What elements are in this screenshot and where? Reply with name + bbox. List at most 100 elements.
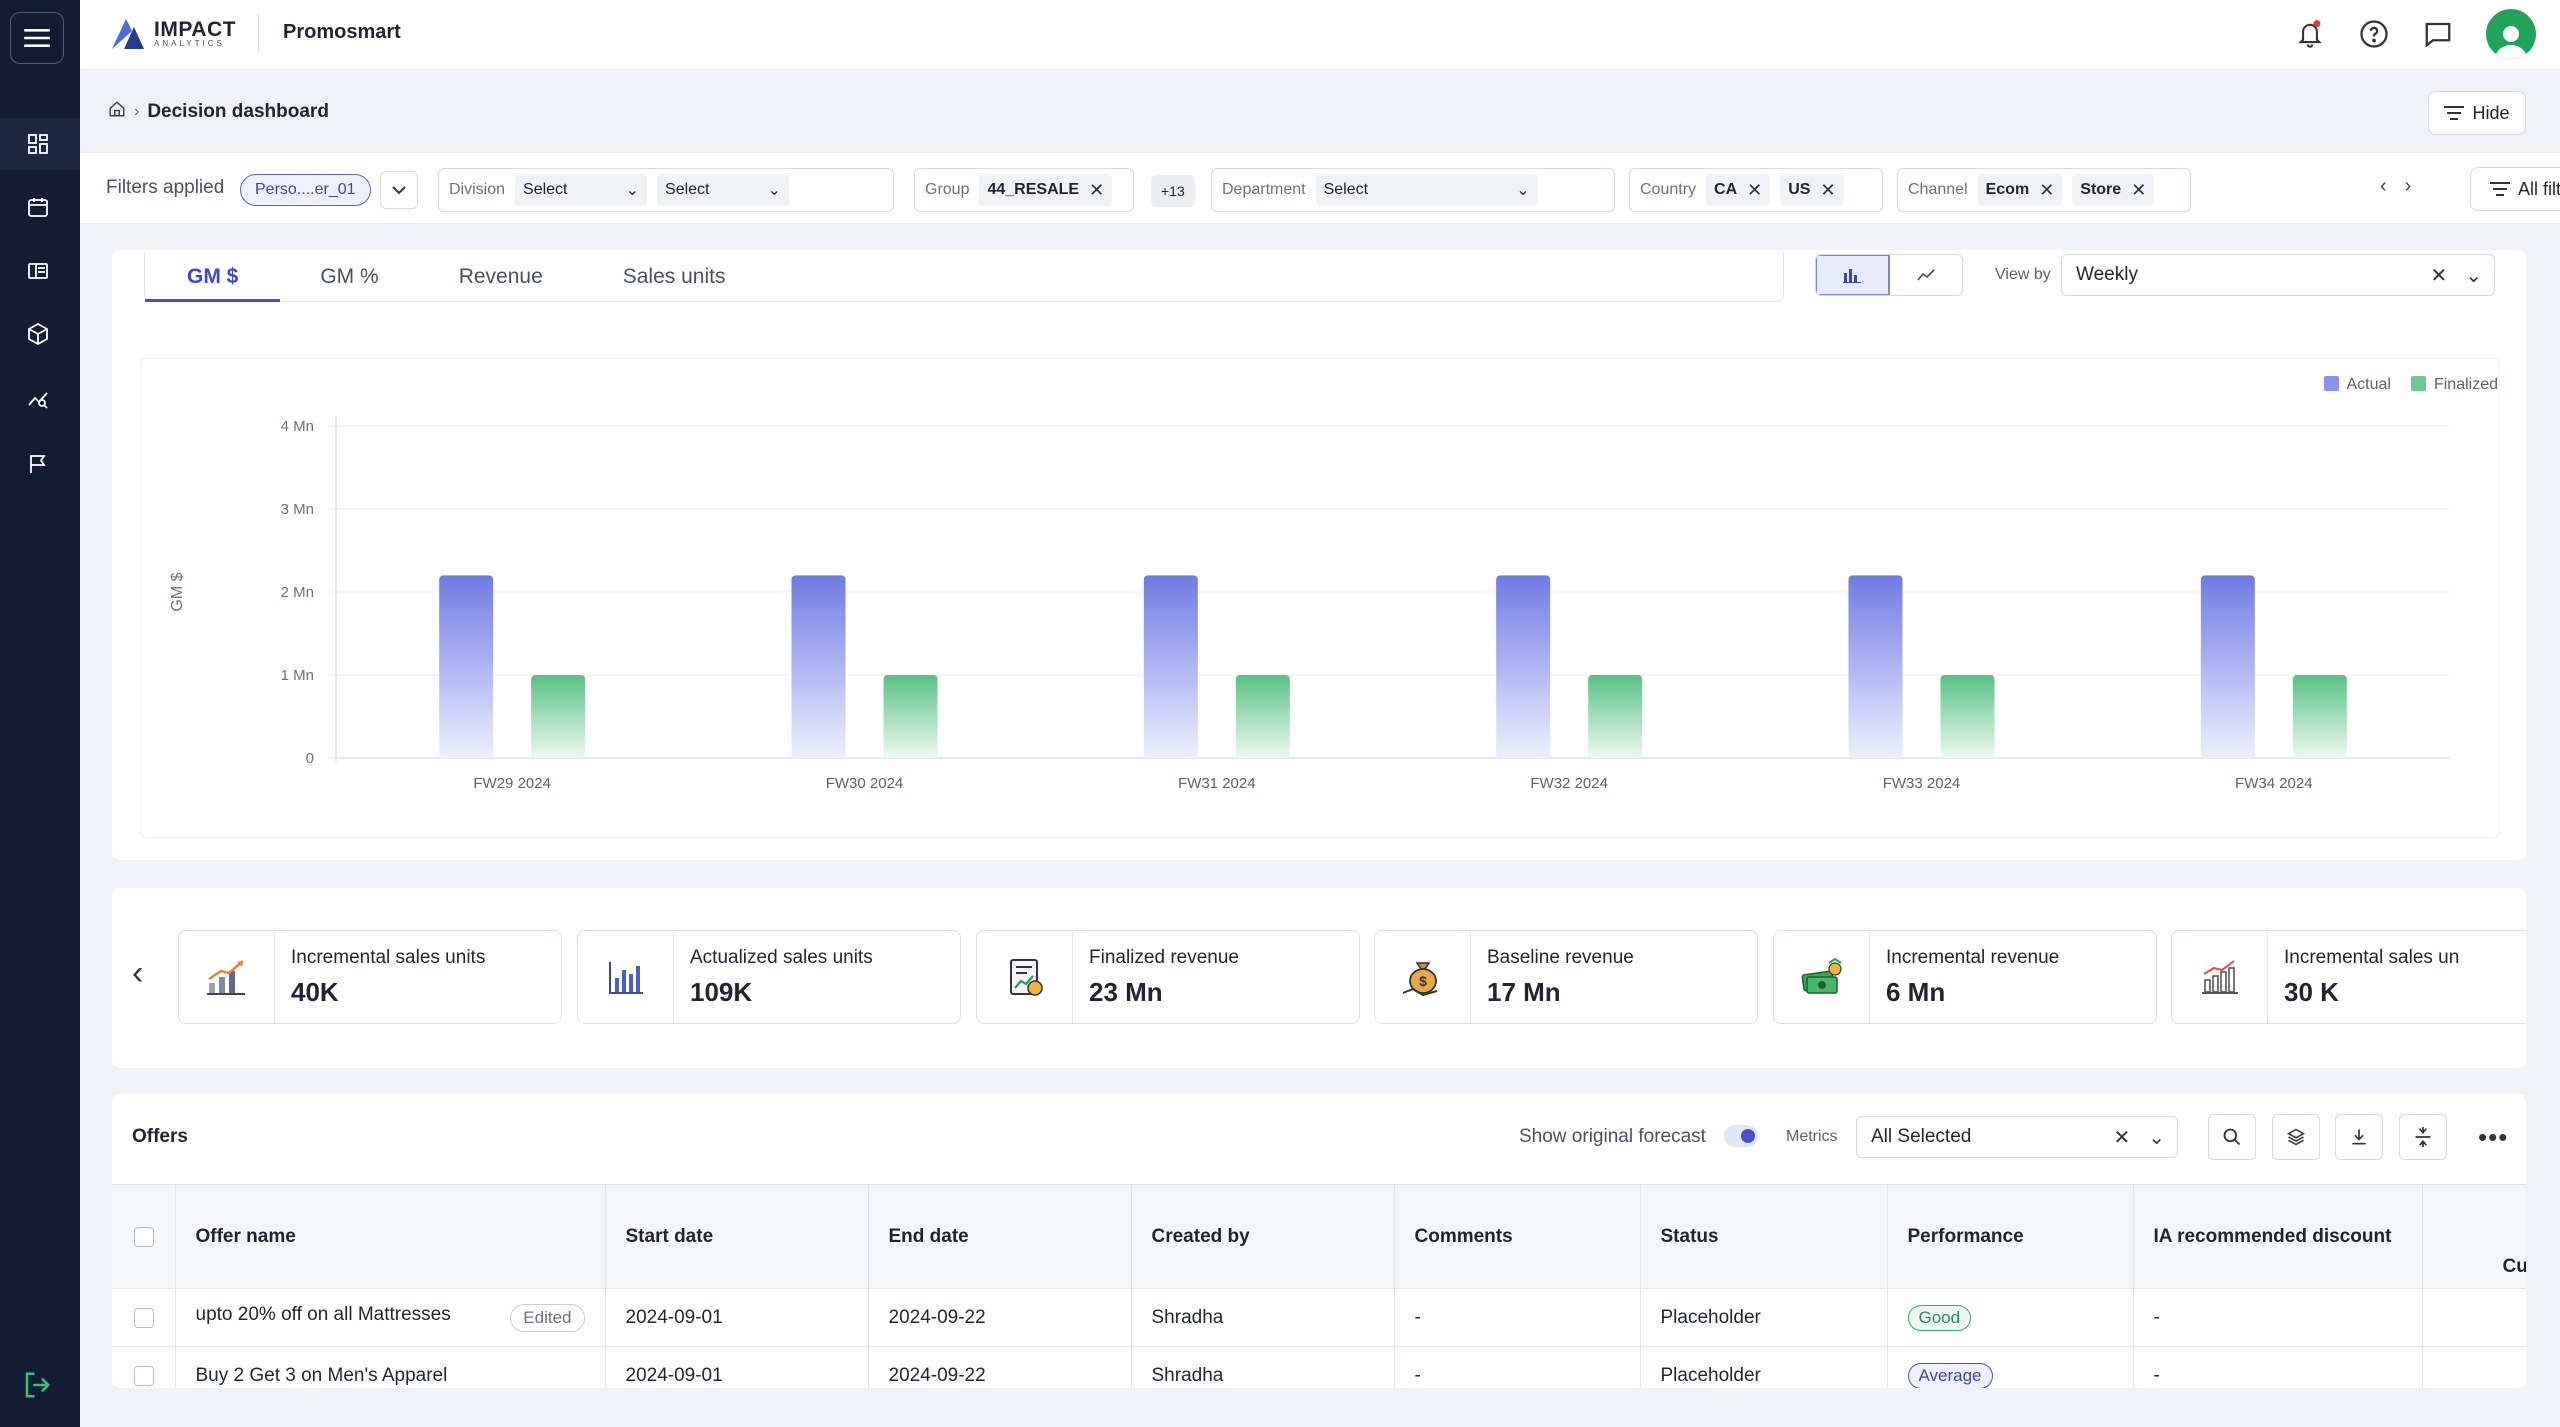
user-avatar[interactable] <box>2486 9 2536 59</box>
channel-chip-ecom[interactable]: Ecom ✕ <box>1977 174 2063 206</box>
view-by-value: Weekly <box>2076 264 2138 285</box>
kpi-card-incremental-revenue[interactable]: Incremental revenue 6 Mn <box>1773 930 2157 1024</box>
layers-icon[interactable] <box>2272 1114 2320 1160</box>
division-label: Division <box>449 181 506 198</box>
catalog-icon[interactable] <box>24 257 52 285</box>
table-row[interactable]: upto 20% off on all Mattresses Edited 202… <box>112 1288 2526 1347</box>
row-checkbox-cell <box>112 1288 176 1347</box>
channel-chip-store[interactable]: Store ✕ <box>2072 174 2155 206</box>
download-icon[interactable] <box>2335 1114 2383 1160</box>
impact-analytics-logo[interactable]: IMPACT ANALYTICS <box>108 12 236 54</box>
col-created-by[interactable]: Created by <box>1131 1184 1395 1289</box>
chart-growth-icon <box>179 931 275 1023</box>
view-by-select[interactable]: Weekly ✕ ⌄ <box>2061 254 2495 296</box>
kpi-card-finalized-revenue[interactable]: Finalized revenue 23 Mn <box>976 930 1360 1024</box>
chat-icon[interactable] <box>2422 18 2454 50</box>
plot-area <box>140 358 2500 838</box>
offers-table: Offer name Start date End date Created b… <box>112 1184 2526 1388</box>
chevron-right-icon[interactable]: › <box>2404 175 2412 197</box>
select-all-checkbox[interactable] <box>134 1226 154 1247</box>
bar-actual <box>1848 575 1903 758</box>
chevron-down-icon[interactable]: ⌄ <box>2148 1127 2165 1149</box>
col-offer-name[interactable]: Offer name <box>175 1184 606 1289</box>
home-icon[interactable] <box>108 100 126 123</box>
group-chip[interactable]: 44_RESALE ✕ <box>979 174 1113 206</box>
chevron-left-icon[interactable]: ‹ <box>132 954 144 992</box>
division-select-1[interactable]: Select ⌄ <box>515 174 648 206</box>
saved-filter-pill[interactable]: Perso....er_01 <box>240 174 371 206</box>
logout-icon[interactable] <box>22 1370 52 1405</box>
show-original-forecast-toggle[interactable] <box>1724 1125 1758 1147</box>
help-icon[interactable] <box>2358 18 2390 50</box>
comments-cell[interactable]: - <box>1394 1288 1641 1347</box>
offer-name[interactable]: upto 20% off on all Mattresses <box>195 1303 451 1325</box>
more-filters-count[interactable]: +13 <box>1151 175 1195 207</box>
tab-gm-percent[interactable]: GM % <box>320 265 379 288</box>
department-select[interactable]: Select ⌄ <box>1315 174 1538 206</box>
metrics-select[interactable]: All Selected ✕ ⌄ <box>1856 1116 2178 1158</box>
clear-icon[interactable]: ✕ <box>2430 265 2448 287</box>
line-chart-icon[interactable] <box>1890 255 1963 295</box>
close-icon[interactable]: ✕ <box>2131 179 2147 200</box>
country-chip-us[interactable]: US ✕ <box>1780 174 1844 206</box>
tab-revenue[interactable]: Revenue <box>458 265 543 288</box>
bar-chart-icon <box>578 931 674 1023</box>
division-select-2[interactable]: Select ⌄ <box>657 174 790 206</box>
close-icon[interactable]: ✕ <box>1820 179 1836 200</box>
dashboard-icon[interactable] <box>24 130 52 158</box>
view-by-label: View by <box>1995 266 2051 283</box>
col-start-date[interactable]: Start date <box>605 1184 869 1289</box>
chevron-down-icon[interactable]: ⌄ <box>2465 265 2482 287</box>
col-cu[interactable]: Cu <box>2422 1184 2526 1289</box>
row-checkbox[interactable] <box>134 1307 154 1328</box>
kpi-card-actualized-sales-units[interactable]: Actualized sales units 109K <box>577 930 961 1024</box>
analytics-icon[interactable] <box>24 385 52 413</box>
kpi-value: 23 Mn <box>1089 976 1163 1007</box>
bar-finalized <box>1235 675 1290 758</box>
legend-item-actual[interactable]: Actual <box>2323 376 2391 394</box>
metric-tabs: GM $ GM % Revenue Sales units <box>144 252 1784 302</box>
tab-sales-units[interactable]: Sales units <box>622 265 726 288</box>
col-performance[interactable]: Performance <box>1887 1184 2134 1289</box>
table-row[interactable]: Buy 2 Get 3 on Men's Apparel 2024-09-01 … <box>112 1346 2526 1388</box>
kpi-card-incremental-sales-units-2[interactable]: Incremental sales un 30 K <box>2171 930 2526 1024</box>
comments-cell[interactable]: - <box>1394 1346 1641 1388</box>
svg-text:$: $ <box>1419 973 1427 989</box>
calendar-icon[interactable] <box>24 193 52 221</box>
col-ia-recommended-discount[interactable]: IA recommended discount <box>2133 1184 2423 1289</box>
close-icon[interactable]: ✕ <box>1747 179 1763 200</box>
hamburger-menu-icon[interactable] <box>10 12 64 64</box>
saved-filter-dropdown[interactable] <box>380 171 418 209</box>
filter-bar: Filters applied Perso....er_01 Division … <box>80 152 2560 224</box>
more-options-icon[interactable]: ••• <box>2478 1122 2509 1152</box>
edited-badge: Edited <box>510 1303 585 1332</box>
bar-chart-icon[interactable] <box>1816 255 1890 295</box>
legend-item-finalized[interactable]: Finalized <box>2410 376 2498 394</box>
close-icon[interactable]: ✕ <box>1089 179 1105 200</box>
close-icon[interactable]: ✕ <box>2039 179 2055 200</box>
clear-icon[interactable]: ✕ <box>2113 1127 2131 1149</box>
performance-badge: Good <box>1907 1304 1972 1331</box>
all-filters-button[interactable]: All filters <box>2470 167 2560 211</box>
hide-button[interactable]: Hide <box>2428 91 2526 135</box>
flag-icon[interactable] <box>24 450 52 478</box>
col-end-date[interactable]: End date <box>868 1184 1132 1289</box>
offer-name-cell[interactable]: Buy 2 Get 3 on Men's Apparel <box>175 1346 606 1388</box>
notification-bell-icon[interactable] <box>2294 18 2326 50</box>
kpi-card-baseline-revenue[interactable]: $ Baseline revenue 17 Mn <box>1374 930 1758 1024</box>
search-icon[interactable] <box>2208 1114 2256 1160</box>
row-checkbox[interactable] <box>134 1365 154 1386</box>
col-status[interactable]: Status <box>1640 1184 1888 1289</box>
product-box-icon[interactable] <box>24 320 52 348</box>
kpi-card-incremental-sales-units[interactable]: Incremental sales units 40K <box>178 930 562 1024</box>
row-checkbox-cell <box>112 1346 176 1388</box>
chevron-left-icon[interactable]: ‹ <box>2380 175 2387 197</box>
offer-name[interactable]: Buy 2 Get 3 on Men's Apparel <box>195 1364 448 1386</box>
x-tick-label: FW34 2024 <box>2235 775 2313 792</box>
performance-badge: Average <box>1907 1362 1993 1388</box>
country-chip-ca[interactable]: CA ✕ <box>1706 174 1771 206</box>
tab-gm-dollar[interactable]: GM $ <box>145 252 281 302</box>
collapse-rows-icon[interactable] <box>2399 1114 2447 1160</box>
col-comments[interactable]: Comments <box>1394 1184 1641 1289</box>
offer-name-cell[interactable]: upto 20% off on all Mattresses Edited <box>175 1288 606 1347</box>
